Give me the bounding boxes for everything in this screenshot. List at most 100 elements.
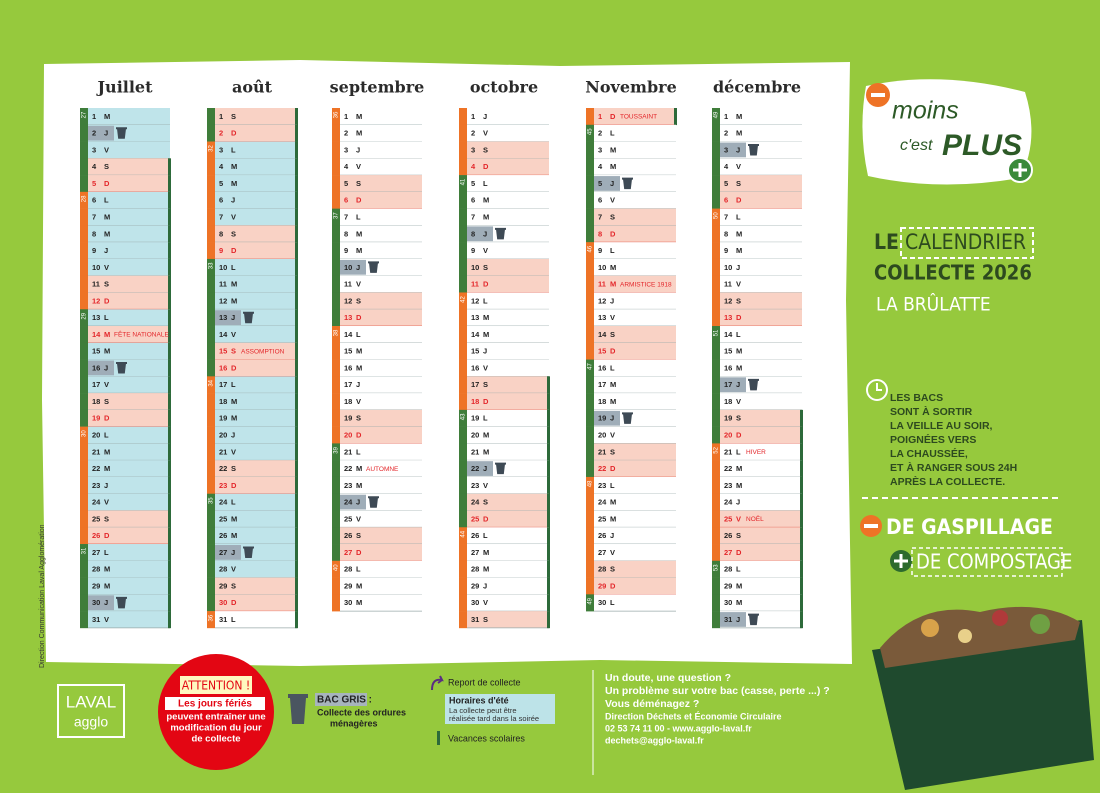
week-strip bbox=[712, 560, 720, 578]
day-number: 2 bbox=[471, 129, 475, 138]
week-strip bbox=[332, 544, 340, 562]
day-number: 22 bbox=[344, 464, 352, 473]
week-strip bbox=[459, 594, 467, 612]
vacances-bar bbox=[800, 493, 803, 511]
day-letter: D bbox=[610, 112, 616, 121]
bin-icon bbox=[116, 596, 127, 609]
week-number: 52 bbox=[714, 446, 720, 453]
day-letter: D bbox=[104, 531, 110, 540]
day-number: 23 bbox=[471, 481, 479, 490]
day-letter: L bbox=[356, 565, 361, 574]
day-number: 9 bbox=[724, 246, 728, 255]
day-number: 8 bbox=[344, 229, 348, 238]
day-letter: M bbox=[104, 565, 110, 574]
bin-icon bbox=[116, 127, 127, 139]
day-letter: J bbox=[610, 179, 614, 188]
week-number: 27 bbox=[82, 111, 88, 118]
day-number: 12 bbox=[219, 296, 227, 305]
week-strip bbox=[459, 409, 467, 427]
week-strip bbox=[80, 175, 88, 193]
day-letter: J bbox=[104, 598, 108, 607]
week-strip bbox=[459, 175, 467, 193]
day-number: 23 bbox=[92, 481, 100, 490]
day-number: 8 bbox=[471, 229, 475, 238]
vacances-bar bbox=[674, 108, 677, 126]
day-letter: M bbox=[736, 229, 742, 238]
day-number: 1 bbox=[724, 112, 728, 121]
day-row bbox=[720, 175, 802, 192]
week-strip bbox=[712, 594, 720, 612]
contact-line: 02 53 74 11 00 - www.agglo-laval.fr bbox=[605, 723, 752, 733]
day-number: 19 bbox=[598, 414, 606, 423]
day-row bbox=[88, 443, 170, 461]
day-letter: L bbox=[231, 145, 236, 154]
slogan-moins: moins bbox=[892, 97, 959, 125]
day-number: 16 bbox=[724, 363, 732, 372]
day-number: 20 bbox=[219, 430, 227, 439]
week-strip bbox=[332, 191, 340, 209]
day-letter: D bbox=[231, 598, 237, 607]
week-number: 38 bbox=[334, 329, 340, 336]
week-strip bbox=[332, 158, 340, 176]
week-strip bbox=[207, 443, 215, 461]
day-number: 19 bbox=[471, 414, 479, 423]
day-letter: J bbox=[104, 481, 108, 490]
day-letter: V bbox=[104, 380, 109, 389]
day-row bbox=[594, 191, 676, 209]
week-strip bbox=[80, 611, 88, 629]
day-letter: S bbox=[356, 531, 361, 540]
compost-piece bbox=[992, 610, 1008, 626]
collecte-cell bbox=[340, 494, 366, 510]
week-strip bbox=[207, 191, 215, 209]
week-strip bbox=[712, 611, 720, 629]
day-letter: D bbox=[231, 481, 237, 490]
week-number: 45 bbox=[588, 128, 594, 135]
day-letter: M bbox=[483, 212, 489, 221]
clock-icon bbox=[866, 379, 888, 401]
day-row bbox=[720, 560, 802, 578]
week-strip bbox=[207, 141, 215, 159]
week-number: 40 bbox=[334, 564, 340, 571]
day-number: 22 bbox=[92, 464, 100, 473]
week-strip bbox=[459, 309, 467, 327]
day-letter: M bbox=[356, 598, 362, 607]
day-row bbox=[467, 510, 549, 528]
bin-icon bbox=[748, 144, 759, 156]
bin-icon bbox=[622, 177, 633, 190]
day-number: 7 bbox=[219, 212, 223, 221]
day-number: 10 bbox=[598, 263, 606, 272]
day-letter: L bbox=[104, 313, 109, 322]
month-name: Juillet bbox=[95, 78, 153, 97]
week-strip bbox=[712, 544, 720, 562]
week-strip bbox=[586, 359, 594, 377]
week-strip bbox=[80, 443, 88, 461]
day-letter: J bbox=[610, 531, 614, 540]
vacances-bar bbox=[295, 326, 298, 344]
day-number: 17 bbox=[471, 380, 479, 389]
week-strip bbox=[459, 527, 467, 545]
day-number: 13 bbox=[724, 313, 732, 322]
day-letter: J bbox=[610, 414, 614, 423]
collecte-cell bbox=[594, 410, 620, 426]
day-letter: V bbox=[231, 212, 236, 221]
day-row bbox=[594, 476, 676, 494]
day-row bbox=[340, 208, 422, 226]
week-strip bbox=[586, 544, 594, 562]
week-strip bbox=[459, 242, 467, 260]
week-strip bbox=[332, 326, 340, 344]
vacances-bar bbox=[168, 594, 171, 612]
day-number: 9 bbox=[471, 246, 475, 255]
day-letter: S bbox=[736, 179, 741, 188]
day-letter: M bbox=[610, 498, 616, 507]
day-row bbox=[215, 225, 297, 243]
vacances-bar bbox=[800, 577, 803, 595]
week-strip bbox=[712, 141, 720, 159]
week-strip bbox=[459, 510, 467, 528]
day-letter: L bbox=[736, 447, 741, 456]
day-number: 30 bbox=[724, 598, 732, 607]
vacances-bar bbox=[168, 443, 171, 461]
day-number: 21 bbox=[344, 447, 352, 456]
vacances-bar bbox=[295, 275, 298, 293]
week-strip bbox=[586, 124, 594, 142]
